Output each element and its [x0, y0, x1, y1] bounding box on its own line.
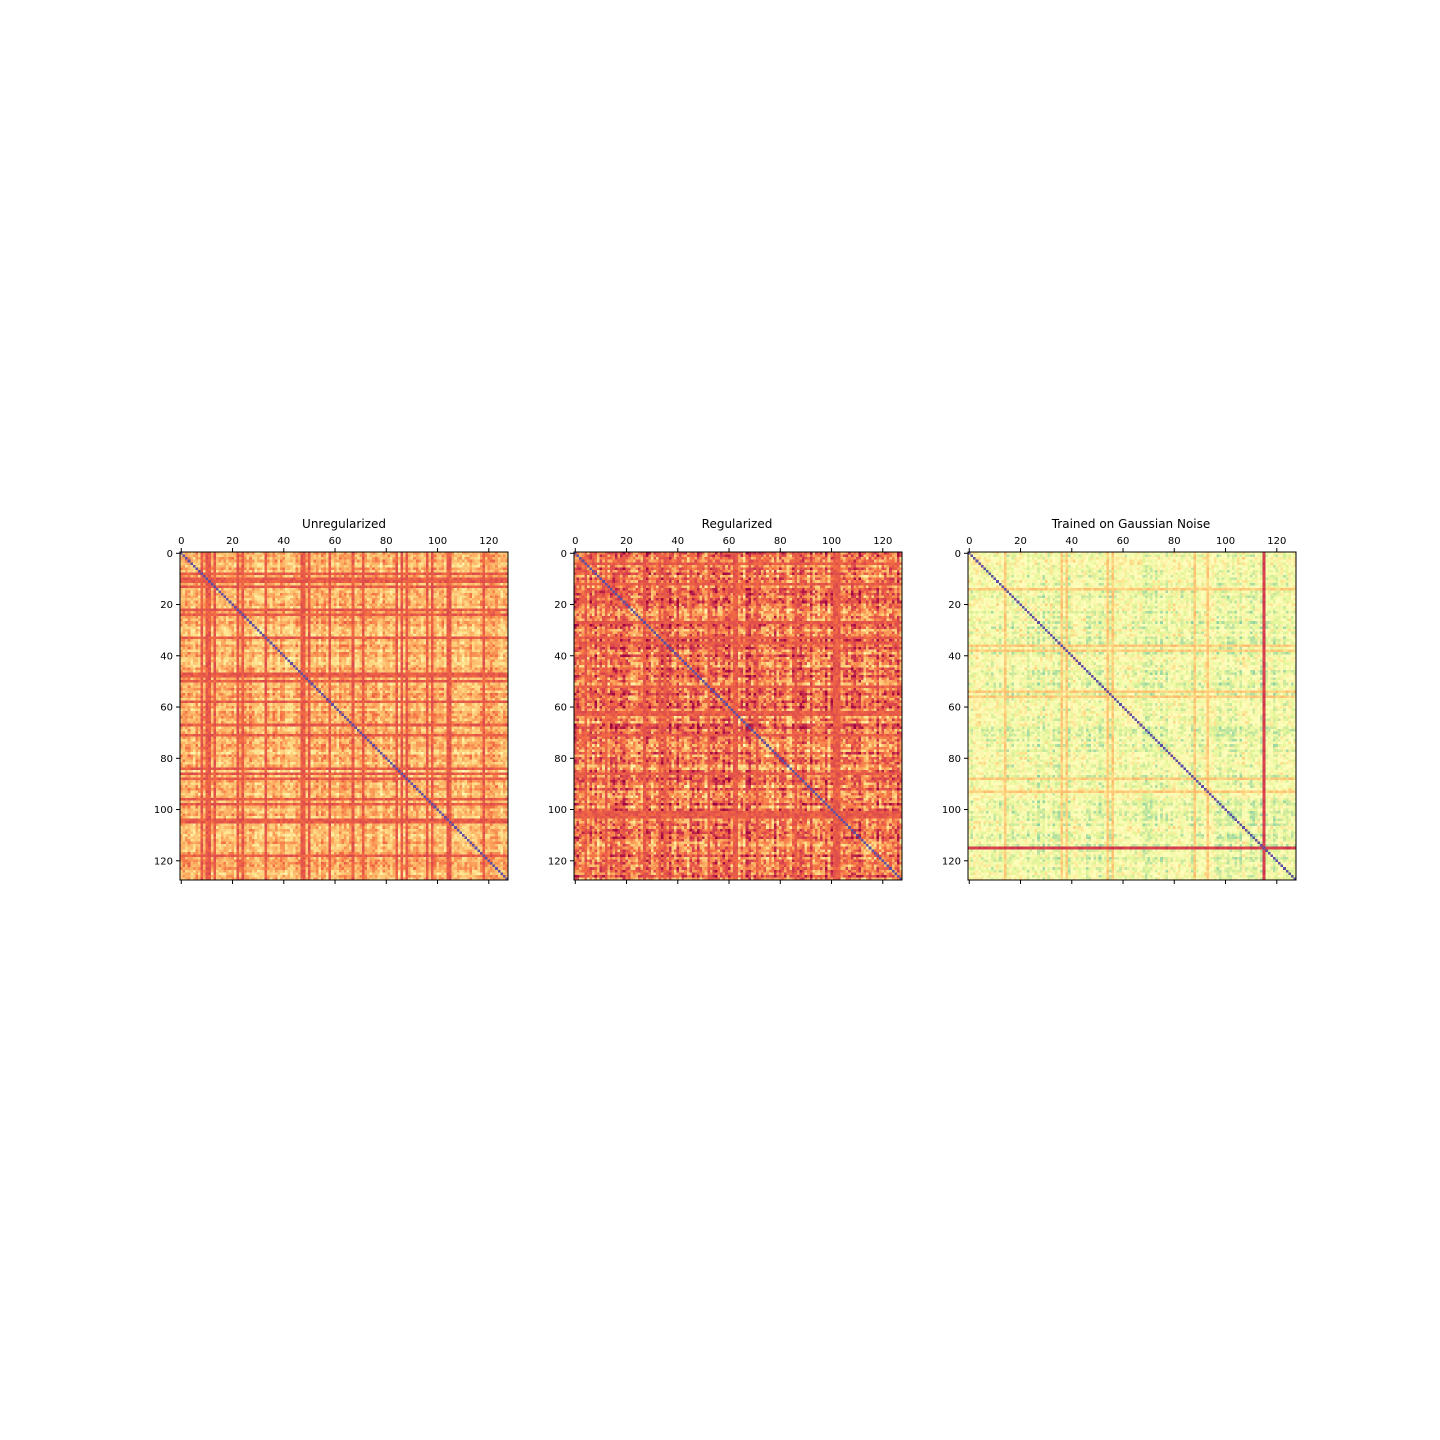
x-tick-label: 40 [277, 536, 290, 547]
x-tick-label: 0 [178, 536, 184, 547]
y-tick-label: 120 [548, 856, 567, 867]
x-tick-label: 60 [329, 536, 342, 547]
y-tick-label: 120 [942, 856, 961, 867]
x-tick-label: 0 [572, 536, 578, 547]
axes-frame [573, 551, 903, 881]
y-tick-label: 120 [154, 856, 173, 867]
y-tick-label: 0 [955, 549, 961, 560]
chart-title: Trained on Gaussian Noise [1051, 517, 1211, 531]
y-tick-label: 80 [554, 754, 567, 765]
chart-title: Regularized [702, 517, 773, 531]
x-tick-label: 40 [671, 536, 684, 547]
heatmap-cells [574, 552, 902, 880]
x-tick-label: 120 [479, 536, 498, 547]
y-tick-label: 60 [554, 703, 567, 714]
x-tick-label: 80 [774, 536, 787, 547]
y-tick-label: 20 [948, 600, 961, 611]
y-tick-label: 0 [167, 549, 173, 560]
y-tick-label: 100 [548, 805, 567, 816]
x-tick-label: 60 [1117, 536, 1130, 547]
x-tick-label: 100 [428, 536, 447, 547]
panel-unregularized: Unregularized 0 20 40 60 80 100 120 0 20 40 60 80 10… [154, 517, 509, 884]
heatmap-cells [968, 552, 1296, 880]
x-tick-label: 40 [1065, 536, 1078, 547]
heatmap-cells [180, 552, 508, 880]
y-tick-label: 100 [154, 805, 173, 816]
y-tick-label: 20 [554, 600, 567, 611]
y-tick-label: 60 [948, 703, 961, 714]
y-tick-label: 100 [942, 805, 961, 816]
x-tick-label: 20 [226, 536, 239, 547]
chart-title: Unregularized [302, 517, 386, 531]
y-tick-label: 80 [160, 754, 173, 765]
x-tick-label: 120 [1267, 536, 1286, 547]
x-tick-label: 20 [620, 536, 633, 547]
axes-frame [179, 551, 509, 881]
x-tick-label: 80 [380, 536, 393, 547]
axes-frame [967, 551, 1297, 881]
x-tick-label: 100 [822, 536, 841, 547]
panel-regularized: Regularized 0 20 40 60 80 100 120 0 20 40 60 80 100 1… [548, 517, 903, 884]
y-tick-label: 40 [948, 651, 961, 662]
y-tick-label: 80 [948, 754, 961, 765]
x-tick-label: 60 [723, 536, 736, 547]
panel-gaussian-noise: Trained on Gaussian Noise 0 20 40 60 80 100 12… [942, 517, 1297, 884]
y-tick-label: 40 [160, 651, 173, 662]
y-tick-label: 40 [554, 651, 567, 662]
x-tick-label: 0 [966, 536, 972, 547]
x-tick-label: 120 [873, 536, 892, 547]
x-tick-label: 20 [1014, 536, 1027, 547]
y-tick-label: 20 [160, 600, 173, 611]
x-tick-label: 100 [1216, 536, 1235, 547]
y-tick-label: 60 [160, 703, 173, 714]
y-tick-label: 0 [561, 549, 567, 560]
x-tick-label: 80 [1168, 536, 1181, 547]
